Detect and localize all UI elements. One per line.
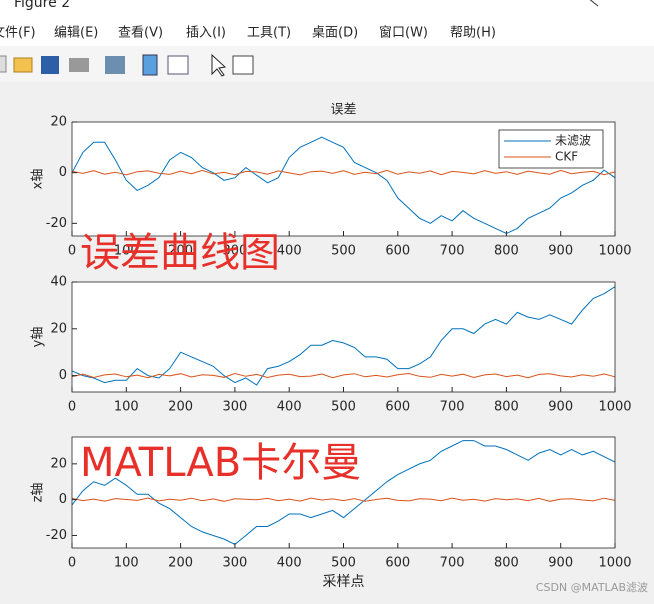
x-tick-label: 100 xyxy=(114,556,139,571)
x-tick-label: 0 xyxy=(68,556,76,571)
series-line xyxy=(71,136,616,235)
close-button[interactable] xyxy=(588,0,599,7)
series-line xyxy=(71,440,616,545)
y-tick-label: 40 xyxy=(50,275,67,290)
y-tick-label: 20 xyxy=(50,115,67,130)
menu-item[interactable]: 查看(V) xyxy=(118,25,163,41)
y-tick-label: -20 xyxy=(46,528,67,543)
legend-icon[interactable] xyxy=(167,55,189,75)
x-tick-label: 0 xyxy=(68,400,76,415)
pointer-icon[interactable] xyxy=(211,53,227,77)
save-icon[interactable] xyxy=(41,56,59,74)
x-tick-label: 1000 xyxy=(598,556,631,571)
menu-item[interactable]: 工具(T) xyxy=(247,26,291,41)
overlay-text: 误差曲线图 xyxy=(80,230,280,276)
x-tick-label: 200 xyxy=(168,400,193,415)
toolbar xyxy=(0,46,654,82)
x-tick-label: 300 xyxy=(222,244,247,259)
new-icon[interactable] xyxy=(0,55,7,73)
x-tick-label: 0 xyxy=(68,244,76,259)
series-line xyxy=(71,497,616,502)
overlay-text: MATLAB卡尔曼 xyxy=(80,440,361,486)
y-axis-label: y轴 xyxy=(31,327,46,348)
toolbar-bg xyxy=(0,46,654,82)
series-line xyxy=(71,169,616,176)
series-line xyxy=(71,372,616,379)
legend-label: CKF xyxy=(555,150,578,164)
axes-background xyxy=(72,437,615,548)
menu-item[interactable]: 插入(I) xyxy=(186,26,226,41)
x-tick-label: 900 xyxy=(548,244,573,259)
x-tick-label: 500 xyxy=(331,556,356,571)
x-tick-label: 800 xyxy=(494,244,519,259)
y-tick-label: 20 xyxy=(50,456,67,471)
menu-item[interactable]: 帮助(H) xyxy=(450,26,496,41)
x-tick-label: 500 xyxy=(331,400,356,415)
y-tick-label: -20 xyxy=(46,216,67,231)
colorbar-icon[interactable] xyxy=(142,54,158,76)
menu-item[interactable]: 文件(F) xyxy=(0,26,36,41)
menu-item[interactable]: 编辑(E) xyxy=(54,26,98,41)
window-title: Figure 2 xyxy=(14,0,70,11)
x-tick-label: 400 xyxy=(277,244,302,259)
x-tick-label: 100 xyxy=(114,244,139,259)
x-tick-label: 200 xyxy=(168,556,193,571)
x-tick-label: 400 xyxy=(277,400,302,415)
axes-background xyxy=(72,282,615,392)
link-icon[interactable] xyxy=(105,56,125,74)
x-tick-label: 200 xyxy=(168,244,193,259)
legend-box xyxy=(498,129,604,169)
x-tick-label: 800 xyxy=(494,400,519,415)
menu-item[interactable]: 窗口(W) xyxy=(379,25,428,41)
x-tick-label: 900 xyxy=(548,556,573,571)
x-tick-label: 700 xyxy=(440,556,465,571)
x-tick-label: 800 xyxy=(494,556,519,571)
menu-bar xyxy=(0,16,654,46)
menu: 文件(F) 编辑(E) 查看(V) 插入(I) 工具(T) 桌面(D) 窗口(W) 帮助(H) xyxy=(0,25,496,41)
y-axis-label: z轴 xyxy=(31,483,46,503)
x-tick-label: 1000 xyxy=(598,244,631,259)
x-tick-label: 500 xyxy=(331,244,356,259)
menu-item[interactable]: 桌面(D) xyxy=(312,26,358,41)
y-axis-label: x轴 xyxy=(31,169,46,190)
y-tick-label: 20 xyxy=(50,321,67,336)
x-tick-label: 600 xyxy=(385,244,410,259)
x-tick-label: 600 xyxy=(385,556,410,571)
browser-icon[interactable] xyxy=(232,55,254,75)
x-tick-label: 900 xyxy=(548,400,573,415)
watermark: CSDN @MATLAB滤波 xyxy=(536,581,648,594)
open-icon[interactable] xyxy=(13,57,33,73)
chart-title: 误差 xyxy=(330,103,356,118)
x-tick-label: 300 xyxy=(222,400,247,415)
y-tick-label: 0 xyxy=(59,165,67,180)
x-tick-label: 700 xyxy=(440,244,465,259)
x-tick-label: 100 xyxy=(114,400,139,415)
print-icon[interactable] xyxy=(69,58,89,72)
x-tick-label: 400 xyxy=(277,556,302,571)
legend-label: 未滤波 xyxy=(555,134,591,148)
x-tick-label: 1000 xyxy=(598,400,631,415)
plots: 0 100 200 300 400 500 600 700 800 900 1000-20020x轴… xyxy=(31,103,632,591)
y-tick-label: 0 xyxy=(59,368,67,383)
x-axis-label: 采样点 xyxy=(323,574,365,590)
title-bar xyxy=(0,0,654,16)
x-tick-label: 700 xyxy=(440,400,465,415)
y-tick-label: 0 xyxy=(59,492,67,507)
x-tick-label: 600 xyxy=(385,400,410,415)
x-tick-label: 300 xyxy=(222,556,247,571)
